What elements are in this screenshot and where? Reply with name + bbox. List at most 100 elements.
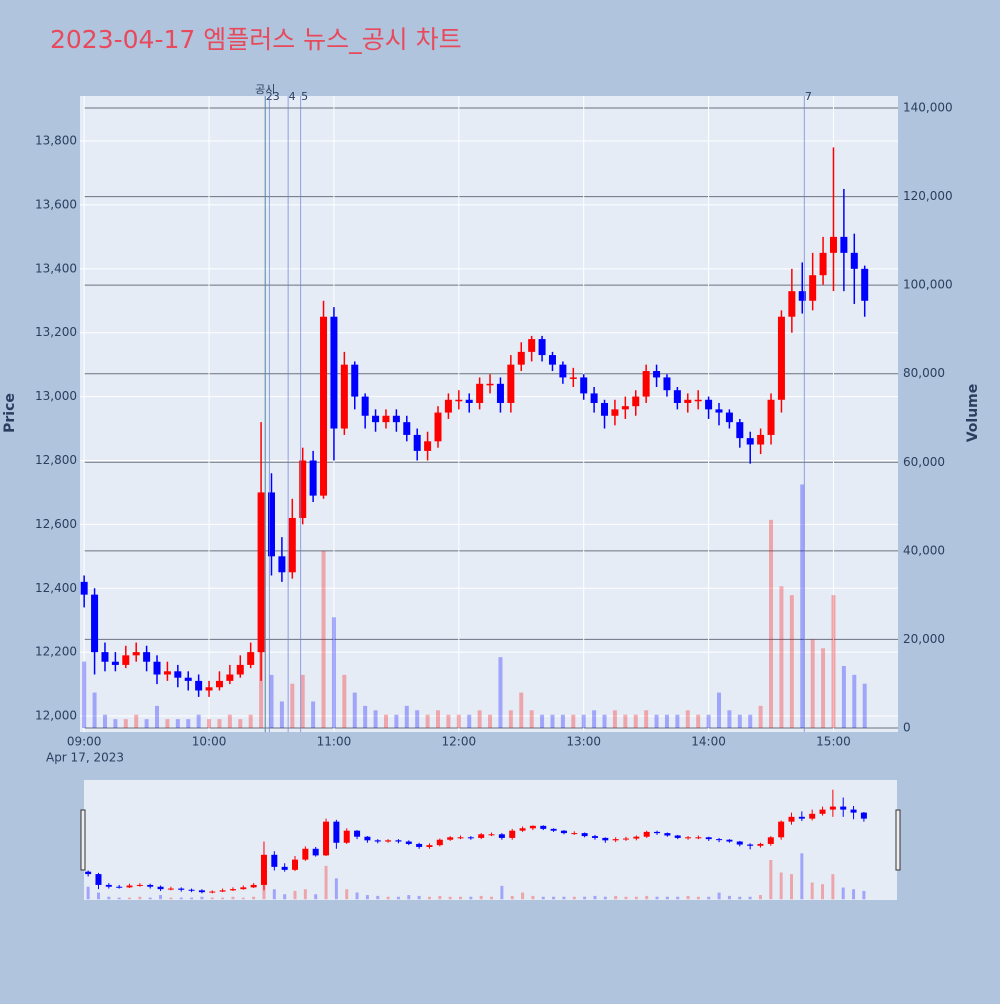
mini-volume-bar	[86, 886, 90, 900]
mini-volume-bar	[531, 895, 535, 900]
candle-body	[247, 652, 255, 665]
mini-volume-bar	[376, 895, 380, 900]
x-tick-label: 09:00	[67, 735, 102, 749]
annotation-label: 3	[273, 90, 280, 103]
mini-candle-body	[188, 889, 195, 891]
candle-body	[361, 396, 369, 416]
mini-volume-bar	[748, 896, 752, 900]
mini-candle-body	[312, 848, 319, 856]
mini-candle-body	[157, 886, 164, 890]
x-tick-label: 11:00	[317, 735, 352, 749]
volume-bar	[144, 719, 149, 729]
mini-candle-body	[323, 821, 330, 856]
y-tick-label: 13,600	[35, 197, 77, 211]
candle-body	[788, 291, 796, 317]
mini-volume-bar	[231, 896, 235, 900]
volume-bar	[165, 719, 170, 729]
volume-bar	[644, 710, 649, 729]
mini-volume-bar	[769, 859, 773, 900]
candle-body	[746, 438, 754, 445]
mini-candle-body	[405, 841, 412, 844]
mini-volume-bar	[324, 865, 328, 900]
candle-body	[517, 351, 525, 365]
volume-bar	[404, 705, 409, 729]
volume-bar	[477, 710, 482, 729]
volume-bar	[779, 586, 784, 729]
x-tick-label: 12:00	[442, 735, 477, 749]
range-handle[interactable]	[895, 809, 901, 871]
volume-bar	[196, 714, 201, 729]
candle-body	[840, 236, 848, 253]
annotation-label: 공시	[255, 83, 275, 96]
volume-bar	[560, 714, 565, 729]
mini-candle-body	[333, 821, 340, 843]
volume-bar	[425, 714, 430, 729]
volume-bar	[821, 648, 826, 729]
mini-volume-bar	[541, 896, 545, 900]
candle-body	[382, 415, 390, 423]
volume-bar	[290, 683, 295, 729]
mini-volume-bar	[655, 896, 659, 900]
y-tick-label: 12,400	[35, 581, 77, 595]
chart-title: 2023-04-17 엠플러스 뉴스_공시 차트	[50, 25, 462, 54]
mini-volume-bar	[614, 895, 618, 900]
mini-candle-body	[354, 830, 361, 837]
candle-body	[736, 422, 744, 439]
x-tick-label: 10:00	[192, 735, 227, 749]
volume-bar	[279, 701, 284, 729]
range-slider[interactable]	[84, 780, 897, 900]
mini-candle-body	[705, 837, 712, 840]
volume-bar	[331, 617, 336, 729]
candle-body	[413, 434, 421, 451]
mini-candle-body	[819, 809, 826, 814]
volume-bar	[352, 692, 357, 729]
volume-bar	[175, 719, 180, 729]
volume-bar	[217, 719, 222, 729]
volume-bar	[654, 714, 659, 729]
volume-bar	[456, 714, 461, 729]
x-tick-label: 15:00	[816, 735, 851, 749]
mini-volume-bar	[676, 896, 680, 900]
mini-candle-body	[571, 833, 578, 835]
mini-volume-bar	[386, 896, 390, 900]
mini-candle-body	[519, 828, 526, 831]
mini-candle-body	[757, 843, 764, 846]
mini-volume-bar	[138, 896, 142, 900]
mini-candle-body	[643, 831, 650, 837]
mini-volume-bar	[283, 894, 287, 900]
volume-bar	[529, 710, 534, 729]
volume-bar	[550, 714, 555, 729]
volume-bar	[383, 714, 388, 729]
mini-volume-bar	[438, 895, 442, 900]
mini-candle-body	[633, 836, 640, 839]
volume-bar	[789, 595, 794, 729]
candle-body	[330, 316, 338, 429]
candle-body	[861, 268, 869, 301]
mini-candle-body	[343, 830, 350, 843]
volume-bar	[113, 719, 118, 729]
mini-volume-bar	[490, 896, 494, 900]
mini-candle-body	[302, 848, 309, 860]
volume-bar	[311, 701, 316, 729]
candle-body	[673, 390, 681, 403]
volume-bar	[727, 710, 732, 729]
volume-bar	[186, 719, 191, 729]
mini-candle-body	[478, 834, 485, 838]
mini-candle-body	[778, 821, 785, 838]
mini-candle-body	[550, 828, 557, 831]
mini-candle-body	[364, 836, 371, 841]
candle-body	[621, 406, 629, 410]
candle-body	[392, 415, 400, 423]
mini-volume-bar	[831, 874, 835, 900]
mini-volume-bar	[852, 889, 856, 900]
mini-candle-body	[250, 884, 257, 888]
volume-bar	[436, 710, 441, 729]
candle-body	[486, 383, 494, 386]
y2-tick-label: 100,000	[903, 278, 953, 292]
candle-body	[653, 371, 661, 378]
mini-candle-body	[271, 854, 278, 867]
candle-body	[91, 594, 99, 653]
mini-volume-bar	[552, 896, 556, 900]
candle-body	[455, 399, 463, 402]
candle-body	[819, 252, 827, 276]
